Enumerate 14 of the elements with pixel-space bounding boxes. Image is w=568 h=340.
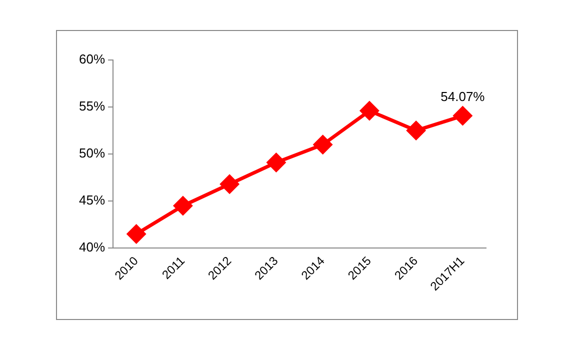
y-tick-label: 45% [78,192,106,208]
point [220,174,239,194]
data-label: 54.07% [440,88,486,104]
point [453,106,472,126]
y-tick-label: 60% [78,52,106,67]
y-tick-label: 55% [78,98,106,114]
point [406,121,426,140]
point [360,102,379,120]
point [314,135,332,154]
y-tick-label: 50% [78,146,106,161]
point [127,224,146,244]
y-tick-label: 40% [78,240,106,255]
point [174,196,192,216]
point [266,153,286,172]
